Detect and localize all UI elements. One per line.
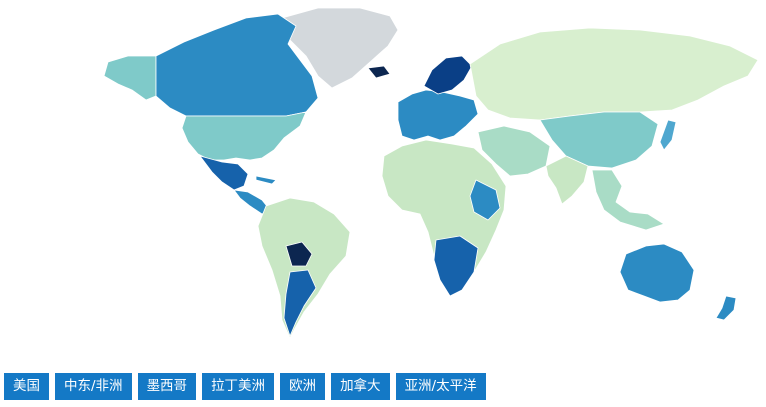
- region-alaska-western-canada[interactable]: [103, 55, 157, 101]
- world-map: [103, 7, 759, 339]
- region-scandinavia[interactable]: [423, 55, 473, 95]
- region-east-africa[interactable]: [469, 179, 501, 221]
- tab-canada[interactable]: 加拿大: [331, 373, 390, 400]
- tab-asia-pacific[interactable]: 亚洲/太平洋: [395, 373, 486, 400]
- region-southern-africa[interactable]: [433, 235, 479, 297]
- region-europe[interactable]: [397, 89, 479, 141]
- region-canada[interactable]: [155, 13, 319, 117]
- region-southeast-asia[interactable]: [591, 169, 665, 231]
- tab-europe[interactable]: 欧洲: [280, 373, 326, 400]
- region-usa[interactable]: [181, 111, 307, 161]
- region-new-zealand[interactable]: [715, 295, 737, 321]
- tab-us[interactable]: 美国: [4, 373, 49, 400]
- region-india[interactable]: [545, 155, 589, 205]
- region-bolivia[interactable]: [285, 241, 313, 267]
- region-australia[interactable]: [619, 243, 695, 303]
- world-map-svg: [103, 7, 759, 339]
- region-south-america[interactable]: [257, 197, 351, 339]
- region-china[interactable]: [539, 111, 659, 169]
- tab-latin-america[interactable]: 拉丁美洲: [202, 373, 275, 400]
- region-japan[interactable]: [659, 119, 677, 151]
- region-russia[interactable]: [469, 27, 759, 121]
- region-mexico[interactable]: [199, 155, 249, 191]
- region-iceland[interactable]: [367, 65, 391, 79]
- region-tab-bar: 美国 中东/非洲 墨西哥 拉丁美洲 欧洲 加拿大 亚洲/太平洋: [4, 373, 486, 400]
- tab-mexico[interactable]: 墨西哥: [137, 373, 197, 400]
- tab-middle-east-africa[interactable]: 中东/非洲: [55, 373, 132, 400]
- region-greenland[interactable]: [281, 7, 399, 89]
- region-middle-east[interactable]: [477, 125, 551, 177]
- region-argentina[interactable]: [283, 269, 317, 337]
